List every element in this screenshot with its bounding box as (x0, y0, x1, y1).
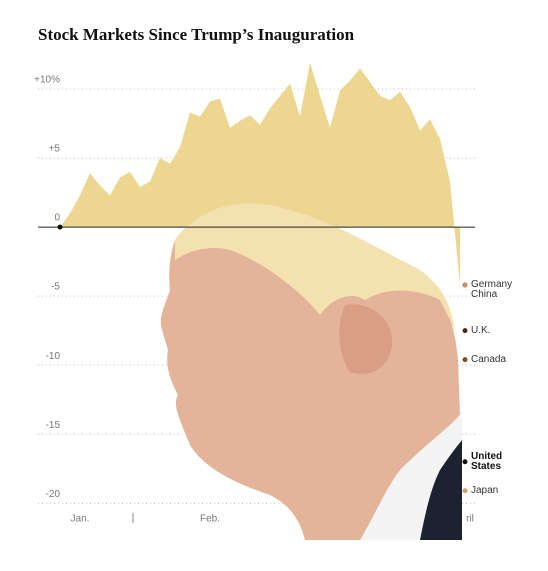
end-dot (462, 357, 468, 363)
suit (420, 440, 462, 540)
end-label: U.K. (471, 324, 491, 336)
end-label: United States (471, 450, 503, 472)
x-tick-label: Feb. (200, 514, 220, 525)
y-tick-label: -15 (46, 420, 61, 431)
area (60, 62, 460, 286)
end-dot (462, 328, 468, 334)
x-tick-label: Jan. (71, 514, 90, 525)
x-tick-label: ril (466, 514, 474, 525)
area-layer (60, 62, 460, 286)
end-dot (462, 282, 468, 288)
chart-title: Stock Markets Since Trump’s Inauguration (38, 25, 355, 44)
y-tick-label: +10% (34, 75, 60, 86)
axis-layer: +10% +5 0 -5 -10 -15 -20 Jan. Feb. ril (34, 75, 475, 525)
photo-silhouette (160, 203, 463, 540)
end-dot (462, 459, 468, 465)
end-label: Japan (471, 484, 499, 496)
end-label: Canada (471, 353, 507, 365)
hair (175, 203, 455, 330)
end-label: China (471, 289, 498, 301)
y-tick-label: -5 (51, 282, 60, 293)
end-label: Germany (471, 279, 513, 291)
ear (339, 304, 393, 375)
y-tick-label: -10 (46, 351, 61, 362)
start-dot (57, 224, 63, 230)
end-dot (462, 488, 468, 494)
y-tick-label: 0 (54, 213, 60, 224)
y-tick-label: -20 (46, 489, 61, 500)
y-tick-label: +5 (49, 144, 61, 155)
